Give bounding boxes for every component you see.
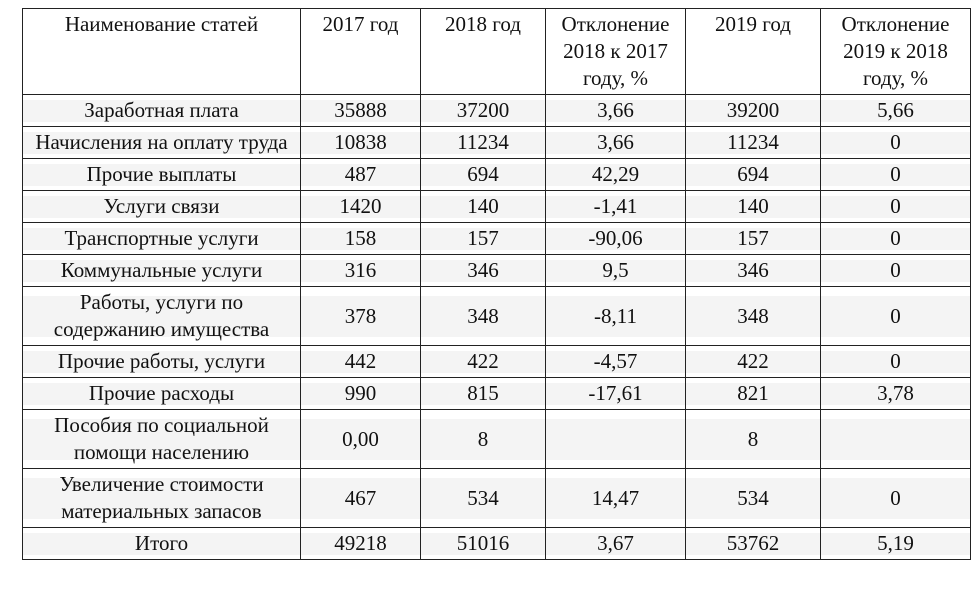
value-cell: 467	[300, 468, 421, 528]
value-cell: 0	[820, 254, 971, 287]
value-cell: 35888	[300, 94, 421, 127]
table-row: Прочие выплаты 487 694 42,29 694 0	[22, 158, 971, 191]
item-name-cell: Работы, услуги по содержанию имущества	[22, 286, 301, 346]
value-cell: 815	[420, 377, 546, 410]
value-cell: 0	[820, 345, 971, 378]
item-name-cell: Услуги связи	[22, 190, 301, 223]
value-cell: 378	[300, 286, 421, 346]
value-cell: 157	[685, 222, 821, 255]
value-cell: 8	[420, 409, 546, 469]
value-cell: -1,41	[545, 190, 686, 223]
item-name-cell: Прочие выплаты	[22, 158, 301, 191]
table-row: Транспортные услуги 158 157 -90,06 157 0	[22, 222, 971, 255]
value-cell: 534	[685, 468, 821, 528]
value-cell: 694	[420, 158, 546, 191]
value-cell: 694	[685, 158, 821, 191]
value-cell: 39200	[685, 94, 821, 127]
table-row: Услуги связи 1420 140 -1,41 140 0	[22, 190, 971, 223]
value-cell: -4,57	[545, 345, 686, 378]
value-cell: 158	[300, 222, 421, 255]
value-cell: 534	[420, 468, 546, 528]
table-row: Пособия по социальной помощи населению 0,…	[22, 409, 971, 469]
table-row: Прочие расходы 990 815 -17,61 821 3,78	[22, 377, 971, 410]
value-cell	[545, 409, 686, 469]
value-cell: 11234	[685, 126, 821, 159]
value-cell: 990	[300, 377, 421, 410]
value-cell: 37200	[420, 94, 546, 127]
value-cell: 0	[820, 286, 971, 346]
value-cell: 0	[820, 126, 971, 159]
value-cell: 0,00	[300, 409, 421, 469]
header-cell: 2018 год	[420, 8, 546, 95]
table-body: Заработная плата 35888 37200 3,66 39200 5,66 Н…	[22, 94, 971, 560]
value-cell: 346	[420, 254, 546, 287]
table-row: Итого 49218 51016 3,67 53762 5,19	[22, 527, 971, 560]
item-name-cell: Прочие расходы	[22, 377, 301, 410]
table-row: Увеличение стоимости материальных запасо…	[22, 468, 971, 528]
item-name-cell: Прочие работы, услуги	[22, 345, 301, 378]
header-cell: Отклонение 2019 к 2018 году, %	[820, 8, 971, 95]
table-row: Заработная плата 35888 37200 3,66 39200 5,66	[22, 94, 971, 127]
value-cell: 53762	[685, 527, 821, 560]
value-cell: 10838	[300, 126, 421, 159]
value-cell: 821	[685, 377, 821, 410]
value-cell: 49218	[300, 527, 421, 560]
value-cell: 140	[685, 190, 821, 223]
value-cell: 348	[420, 286, 546, 346]
table-row: Работы, услуги по содержанию имущества 37…	[22, 286, 971, 346]
value-cell	[820, 409, 971, 469]
item-name-cell: Итого	[22, 527, 301, 560]
value-cell: 442	[300, 345, 421, 378]
item-name-cell: Транспортные услуги	[22, 222, 301, 255]
value-cell: -17,61	[545, 377, 686, 410]
item-name-cell: Пособия по социальной помощи населению	[22, 409, 301, 469]
value-cell: 346	[685, 254, 821, 287]
value-cell: 1420	[300, 190, 421, 223]
value-cell: 8	[685, 409, 821, 469]
item-name-cell: Увеличение стоимости материальных запасо…	[22, 468, 301, 528]
value-cell: 51016	[420, 527, 546, 560]
value-cell: 3,78	[820, 377, 971, 410]
value-cell: 348	[685, 286, 821, 346]
value-cell: 9,5	[545, 254, 686, 287]
table-row: Начисления на оплату труда 10838 11234 3,66…	[22, 126, 971, 159]
value-cell: 3,67	[545, 527, 686, 560]
header-row: Наименование статей 2017 год 2018 год Откло…	[22, 8, 971, 95]
value-cell: 11234	[420, 126, 546, 159]
item-name-cell: Заработная плата	[22, 94, 301, 127]
header-cell: Наименование статей	[22, 8, 301, 95]
value-cell: -8,11	[545, 286, 686, 346]
header-cell: Отклонение 2018 к 2017 году, %	[545, 8, 686, 95]
item-name-cell: Начисления на оплату труда	[22, 126, 301, 159]
item-name-cell: Коммунальные услуги	[22, 254, 301, 287]
header-cell: 2019 год	[685, 8, 821, 95]
value-cell: 487	[300, 158, 421, 191]
value-cell: 0	[820, 158, 971, 191]
value-cell: 0	[820, 222, 971, 255]
value-cell: -90,06	[545, 222, 686, 255]
table-row: Прочие работы, услуги 442 422 -4,57 422 0	[22, 345, 971, 378]
value-cell: 0	[820, 468, 971, 528]
expense-table: Наименование статей 2017 год 2018 год Откло…	[22, 8, 971, 560]
value-cell: 5,66	[820, 94, 971, 127]
value-cell: 140	[420, 190, 546, 223]
value-cell: 316	[300, 254, 421, 287]
value-cell: 14,47	[545, 468, 686, 528]
value-cell: 3,66	[545, 126, 686, 159]
value-cell: 157	[420, 222, 546, 255]
value-cell: 5,19	[820, 527, 971, 560]
value-cell: 0	[820, 190, 971, 223]
value-cell: 42,29	[545, 158, 686, 191]
table-row: Коммунальные услуги 316 346 9,5 346 0	[22, 254, 971, 287]
header-cell: 2017 год	[300, 8, 421, 95]
value-cell: 422	[420, 345, 546, 378]
value-cell: 3,66	[545, 94, 686, 127]
value-cell: 422	[685, 345, 821, 378]
